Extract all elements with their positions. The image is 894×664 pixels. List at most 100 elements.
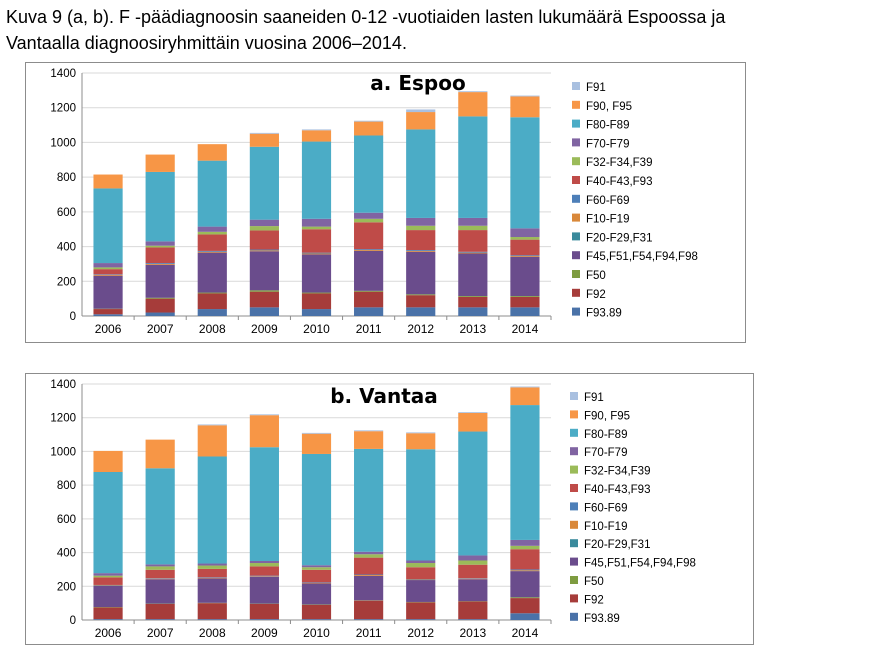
vantaa-bar-segment-f80-f89-2009: [249, 447, 279, 561]
espoo-bar-segment-f70-f79-2010: [301, 218, 332, 227]
vantaa-legend-label-f90-f95: F90, F95: [584, 410, 630, 422]
vantaa-bar-segment-f60-f69-2011: [354, 574, 384, 575]
espoo-bar-segment-f32-f34-f39-2012: [406, 225, 436, 231]
espoo-bar-segment-f32-f34-f39-2008: [197, 231, 227, 235]
vantaa-bar-segment-f91-2011: [354, 430, 384, 432]
vantaa-bar-segment-f45-f51-f54-f94-f98-2009: [249, 576, 279, 604]
espoo-bar-segment-f93-89-2009: [249, 307, 279, 316]
vantaa-bar-segment-f80-f89-2011: [354, 448, 384, 552]
espoo-y-tick-label: 1400: [50, 68, 76, 80]
espoo-bar-segment-f10-f19-2009: [249, 250, 279, 252]
vantaa-bar-segment-f60-f69-2014: [510, 569, 540, 571]
espoo-bar-segment-f32-f34-f39-2014: [510, 237, 540, 240]
vantaa-chart-title: b. Vantaa: [330, 384, 438, 408]
vantaa-bar-segment-f70-f79-2008: [197, 563, 227, 566]
vantaa-bar-segment-f32-f34-f39-2008: [197, 565, 227, 569]
vantaa-bar-segment-f32-f34-f39-2014: [510, 545, 540, 550]
vantaa-bar-segment-f90-f95-2007: [145, 439, 175, 469]
espoo-bar-segment-f45-f51-f54-f94-f98-2007: [145, 264, 175, 298]
vantaa-legend-label-f40-f43-f93: F40-F43,F93: [584, 484, 650, 496]
espoo-bar-segment-f92-2009: [249, 291, 279, 308]
espoo-bar-segment-f93-89-2013: [458, 307, 488, 316]
espoo-bar-segment-f40-f43-f93-2007: [145, 247, 175, 264]
vantaa-bar-segment-f93-89-2010: [301, 619, 332, 620]
espoo-bar-segment-f60-f69-2011: [354, 249, 384, 251]
espoo-legend-label-f45-f51-f54-f94-f98: F45,F51,F54,F94,F98: [586, 251, 698, 263]
vantaa-bar-segment-f70-f79-2009: [249, 561, 279, 564]
espoo-legend-label-f93-89: F93.89: [586, 308, 622, 320]
vantaa-legend-label-f60-f69: F60-F69: [584, 502, 627, 514]
chart-espoo: 0 200 400 600 800 1000 1200 1400 2006 2007 2008 200…: [25, 62, 746, 343]
vantaa-legend-label-f92: F92: [584, 594, 604, 606]
vantaa-x-tick-label-2010: 2010: [303, 626, 330, 640]
vantaa-bar-segment-f90-f95-2009: [249, 415, 279, 448]
vantaa-bar-segment-f10-f19-2012: [406, 579, 436, 581]
vantaa-bar-segment-f80-f89-2012: [406, 449, 436, 561]
espoo-bar-segment-f70-f79-2008: [197, 226, 227, 232]
espoo-x-tick-label-2009: 2009: [251, 322, 278, 336]
vantaa-bar-segment-f60-f69-2008: [197, 577, 227, 578]
espoo-bar-segment-f40-f43-f93-2010: [301, 229, 332, 253]
caption-line-2: Vantaalla diagnoosiryhmittäin vuosina 20…: [6, 33, 407, 53]
espoo-bar-segment-f92-2008: [197, 293, 227, 310]
vantaa-bar-segment-f32-f34-f39-2010: [301, 567, 332, 570]
espoo-legend-label-f91: F91: [586, 82, 606, 94]
vantaa-bar-segment-f10-f19-2013: [458, 578, 488, 580]
vantaa-bar-segment-f91-2009: [249, 414, 279, 416]
vantaa-legend-swatch-f32-f34-f39: [570, 465, 578, 474]
vantaa-bar-segment-f92-2014: [510, 598, 540, 614]
vantaa-bar-segment-f80-f89-2013: [458, 431, 488, 556]
vantaa-bar-segment-f70-f79-2006: [93, 573, 123, 576]
vantaa-bar-segment-f10-f19-2008: [197, 577, 227, 579]
espoo-bar-segment-f80-f89-2008: [197, 160, 227, 227]
vantaa-legend-label-f20-f29-f31: F20-F29,F31: [584, 539, 650, 551]
espoo-bar-segment-f80-f89-2007: [145, 171, 175, 242]
vantaa-bar-segment-f60-f69-2006: [93, 584, 123, 586]
vantaa-bar-segment-f92-2010: [301, 604, 332, 620]
espoo-bar-segment-f45-f51-f54-f94-f98-2006: [93, 275, 123, 309]
espoo-legend-swatch-f91: [572, 82, 580, 90]
espoo-bar-segment-f92-2007: [145, 298, 175, 313]
vantaa-y-tick-label: 1400: [50, 379, 76, 391]
vantaa-y-tick-label: 1000: [50, 446, 76, 458]
vantaa-bar-segment-f10-f19-2006: [93, 585, 123, 586]
espoo-bar-segment-f50-2007: [145, 297, 175, 299]
caption-line-1: Kuva 9 (a, b). F -päädiagnoosin saaneide…: [6, 7, 726, 27]
espoo-bar-segment-f91-2012: [406, 109, 436, 113]
vantaa-bar-segment-f93-89-2011: [354, 619, 384, 620]
espoo-bar-segment-f93-89-2007: [145, 312, 175, 316]
vantaa-bar-segment-f93-89-2008: [197, 619, 227, 620]
vantaa-bar-segment-f90-f95-2006: [93, 450, 123, 472]
vantaa-bar-segment-f80-f89-2008: [197, 456, 227, 564]
vantaa-y-tick-label: 400: [57, 548, 76, 560]
espoo-bar-segment-f93-89-2014: [510, 307, 540, 316]
espoo-bar-segment-f45-f51-f54-f94-f98-2014: [510, 256, 540, 297]
espoo-bar-segment-f40-f43-f93-2009: [249, 230, 279, 250]
vantaa-bar-segment-f40-f43-f93-2011: [354, 557, 384, 575]
vantaa-bar-segment-f60-f69-2009: [249, 575, 279, 577]
espoo-x-tick-label-2010: 2010: [303, 322, 330, 336]
espoo-legend-label-f92: F92: [586, 289, 606, 301]
vantaa-x-tick-label-2014: 2014: [512, 626, 539, 640]
vantaa-bar-segment-f93-89-2014: [510, 613, 540, 620]
espoo-bar-segment-f91-2014: [510, 95, 540, 97]
vantaa-bar-segment-f32-f34-f39-2009: [249, 563, 279, 567]
espoo-bar-segment-f10-f19-2013: [458, 252, 488, 254]
vantaa-legend-swatch-f45-f51-f54-f94-f98: [570, 557, 578, 566]
vantaa-legend-swatch-f90-f95: [570, 410, 578, 419]
vantaa-bar-segment-f92-2009: [249, 603, 279, 620]
vantaa-bar-segment-f92-2012: [406, 602, 436, 620]
vantaa-bar-segment-f91-2008: [197, 424, 227, 426]
vantaa-bar-segment-f40-f43-f93-2013: [458, 564, 488, 579]
vantaa-legend-label-f50: F50: [584, 576, 604, 588]
vantaa-legend-swatch-f50: [570, 576, 578, 584]
espoo-x-tick-label-2008: 2008: [199, 322, 226, 336]
espoo-bar-segment-f93-89-2011: [354, 307, 384, 316]
vantaa-bar-segment-f40-f43-f93-2014: [510, 549, 540, 570]
espoo-legend-label-f20-f29-f31: F20-F29,F31: [586, 232, 652, 244]
espoo-legend-swatch-f60-f69: [572, 194, 580, 203]
vantaa-bar-segment-f10-f19-2011: [354, 574, 384, 576]
vantaa-bar-segment-f45-f51-f54-f94-f98-2012: [406, 580, 436, 602]
espoo-bar-segment-f32-f34-f39-2009: [249, 226, 279, 231]
vantaa-bar-segment-f70-f79-2014: [510, 539, 540, 546]
